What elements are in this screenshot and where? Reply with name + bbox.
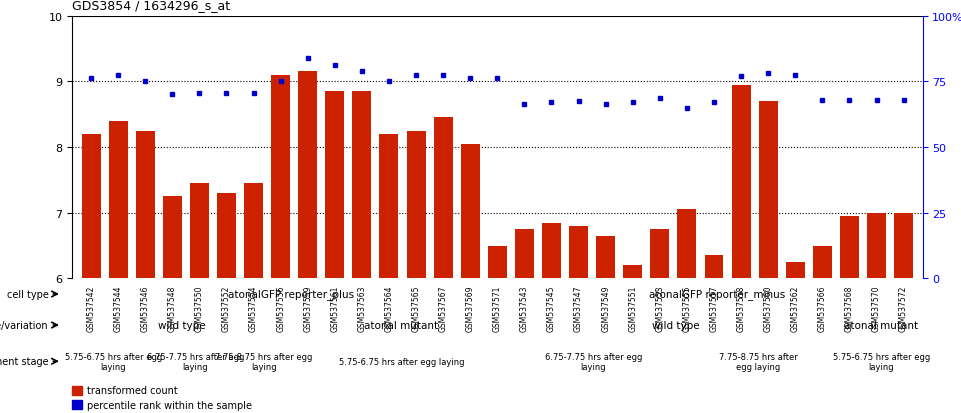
Text: percentile rank within the sample: percentile rank within the sample <box>87 400 252 410</box>
Text: 7.75-8.75 hrs after egg
laying: 7.75-8.75 hrs after egg laying <box>215 352 313 371</box>
Bar <box>460 145 480 279</box>
Bar <box>515 230 534 279</box>
Bar <box>298 72 317 279</box>
Text: atonal mutant: atonal mutant <box>845 320 919 330</box>
Bar <box>72 400 82 409</box>
Text: atonalGFP reporter_minus: atonalGFP reporter_minus <box>649 289 785 300</box>
Text: wild type: wild type <box>158 320 206 330</box>
Text: cell type: cell type <box>7 289 48 299</box>
Text: transformed count: transformed count <box>87 385 178 395</box>
Bar <box>786 262 804 279</box>
Bar <box>82 135 101 279</box>
Bar <box>704 256 724 279</box>
Bar <box>271 76 290 279</box>
Bar <box>596 236 615 279</box>
Bar <box>407 131 426 279</box>
Bar <box>190 184 209 279</box>
Text: atonal mutant: atonal mutant <box>364 320 438 330</box>
Bar <box>136 131 155 279</box>
Bar <box>217 194 236 279</box>
Bar <box>813 246 832 279</box>
Bar <box>569 226 588 279</box>
Bar <box>867 213 886 279</box>
Text: 6.75-7.75 hrs after egg
laying: 6.75-7.75 hrs after egg laying <box>545 352 642 371</box>
Bar <box>72 386 82 395</box>
Text: 5.75-6.75 hrs after egg laying: 5.75-6.75 hrs after egg laying <box>338 357 464 366</box>
Text: development stage: development stage <box>0 356 48 366</box>
Text: genotype/variation: genotype/variation <box>0 320 48 330</box>
Bar <box>433 118 453 279</box>
Bar <box>353 92 371 279</box>
Bar <box>624 266 642 279</box>
Bar <box>678 210 697 279</box>
Bar <box>758 102 777 279</box>
Text: 7.75-8.75 hrs after
egg laying: 7.75-8.75 hrs after egg laying <box>719 352 798 371</box>
Bar <box>731 85 751 279</box>
Bar <box>840 216 859 279</box>
Bar <box>894 213 913 279</box>
Bar <box>542 223 561 279</box>
Text: 5.75-6.75 hrs after egg
laying: 5.75-6.75 hrs after egg laying <box>833 352 930 371</box>
Text: GDS3854 / 1634296_s_at: GDS3854 / 1634296_s_at <box>72 0 231 12</box>
Text: wild type: wild type <box>652 320 700 330</box>
Bar <box>651 230 669 279</box>
Bar <box>326 92 344 279</box>
Bar <box>244 184 263 279</box>
Bar <box>109 121 128 279</box>
Text: 6.75-7.75 hrs after egg
laying: 6.75-7.75 hrs after egg laying <box>147 352 244 371</box>
Bar <box>488 246 506 279</box>
Bar <box>162 197 182 279</box>
Text: 5.75-6.75 hrs after egg
laying: 5.75-6.75 hrs after egg laying <box>64 352 161 371</box>
Text: atonalGFP reporter_plus: atonalGFP reporter_plus <box>229 289 355 300</box>
Bar <box>380 135 399 279</box>
